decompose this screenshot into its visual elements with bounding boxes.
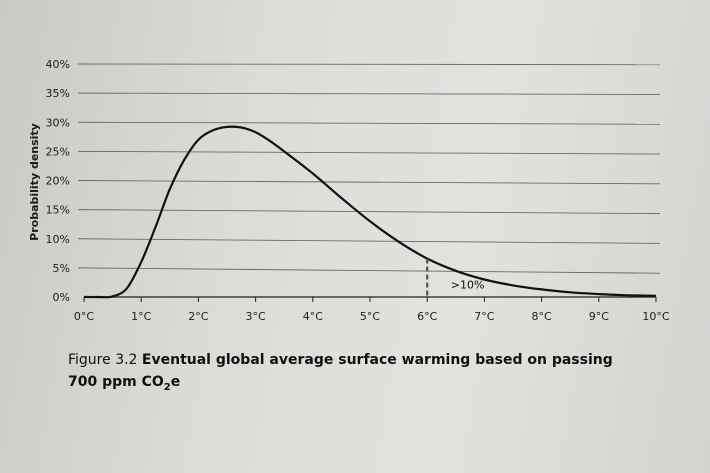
caption-subscript: 2: [163, 381, 171, 393]
y-axis-label: Probability density: [28, 123, 41, 241]
figure-label: Figure 3.2: [68, 352, 138, 368]
figure-caption: Figure 3.2 Eventual global average surfa…: [68, 349, 668, 393]
y-tick-label: 15%: [46, 204, 70, 217]
y-tick-label: 40%: [46, 58, 70, 71]
x-tick-label: 4°C: [303, 310, 323, 323]
caption-line-2-main: 700 ppm CO: [68, 374, 164, 390]
gridline-6: [77, 121, 661, 125]
x-tick-label: 2°C: [188, 310, 208, 323]
x-tick-label: 9°C: [589, 310, 609, 323]
grid-lines: [77, 63, 661, 274]
y-tick-label: 5%: [53, 262, 70, 275]
y-tick-label: 10%: [46, 233, 70, 246]
x-tick-label: 3°C: [246, 310, 266, 323]
x-tick-label: 8°C: [532, 310, 552, 323]
y-tick-label: 20%: [46, 175, 70, 188]
x-tick-label: 5°C: [360, 310, 380, 323]
y-tick-labels: 0% 5% 10% 15% 20% 25% 30% 35% 40%: [46, 58, 70, 304]
gridline-7: [77, 92, 661, 95]
x-tick-label: 10°C: [642, 310, 669, 323]
x-tick-label: 6°C: [417, 310, 437, 323]
gridline-5: [77, 150, 661, 155]
gridline-4: [77, 180, 661, 185]
y-tick-label: 25%: [46, 145, 70, 158]
density-curve: [83, 125, 657, 299]
tail-annotation: >10%: [451, 278, 485, 291]
x-tick-labels: 0°C 1°C 2°C 3°C 4°C 5°C 6°C 7°C 8°C 9°C 10°C: [74, 297, 670, 323]
gridline-8: [77, 63, 661, 66]
x-tick-label: 1°C: [131, 310, 151, 323]
x-tick-label: 0°C: [74, 310, 94, 323]
caption-line-2: 700 ppm CO2e: [68, 371, 668, 393]
x-tick-label: 7°C: [474, 310, 494, 323]
caption-line-2-suffix: e: [170, 374, 181, 390]
density-curve-group: [83, 125, 657, 299]
y-tick-label: 35%: [46, 87, 70, 100]
gridline-2: [77, 238, 661, 244]
caption-line-1: Eventual global average surface warming …: [141, 352, 613, 368]
gridline-3: [77, 209, 661, 215]
gridline-1: [77, 267, 661, 274]
y-tick-label: 0%: [53, 291, 70, 304]
y-tick-label: 30%: [46, 116, 70, 129]
